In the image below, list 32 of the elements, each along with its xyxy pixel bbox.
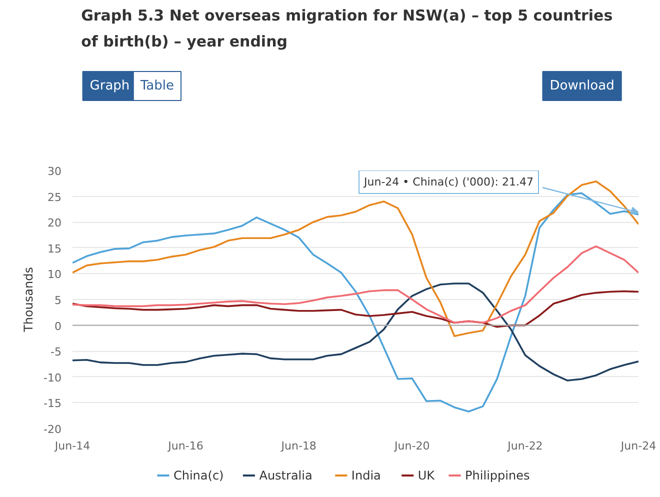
line-series (72, 290, 638, 328)
line-series (72, 282, 638, 382)
x-tick-label: Jun-20 (394, 440, 430, 452)
y-tick-label: 25 (48, 190, 62, 204)
legend-label: China(c) (173, 468, 224, 482)
y-axis-title: Thousands (22, 267, 36, 333)
y-tick-label: -10 (44, 371, 62, 384)
y-tick-label: -15 (44, 397, 62, 410)
x-tick-label: Jun-16 (167, 440, 204, 452)
y-tick-label: 5 (54, 294, 62, 307)
text: Graph (90, 78, 130, 94)
x-tick-label: Jun-24 (620, 440, 656, 452)
y-tick-label: 20 (48, 216, 62, 230)
x-tick-label: Jun-22 (506, 440, 543, 452)
text: Download (550, 78, 614, 94)
y-tick-label: -20 (44, 423, 62, 436)
y-tick-label: 15 (48, 242, 62, 256)
chart-title: Graph 5.3 Net overseas migration for NSW(a) – top 5 countries of birth(b) – year ending (81, 6, 613, 50)
y-tick-label: -5 (50, 346, 62, 359)
legend-label: Australia (259, 468, 312, 482)
legend-label: India (351, 468, 381, 482)
y-tick-label: 30 (48, 165, 62, 178)
text: Table (139, 78, 174, 94)
legend-label: Philippines (465, 468, 530, 482)
x-tick-label: Jun-14 (54, 440, 90, 452)
y-tick-label: 10 (48, 268, 62, 282)
y-tick-label: 0 (54, 320, 62, 333)
legend-label: UK (418, 468, 436, 482)
annotation: Jun-24 • China(c) ('000): 21.47 (363, 176, 534, 189)
x-tick-label: Jun-18 (280, 440, 316, 452)
line-series (72, 192, 638, 412)
line-series (72, 245, 638, 324)
